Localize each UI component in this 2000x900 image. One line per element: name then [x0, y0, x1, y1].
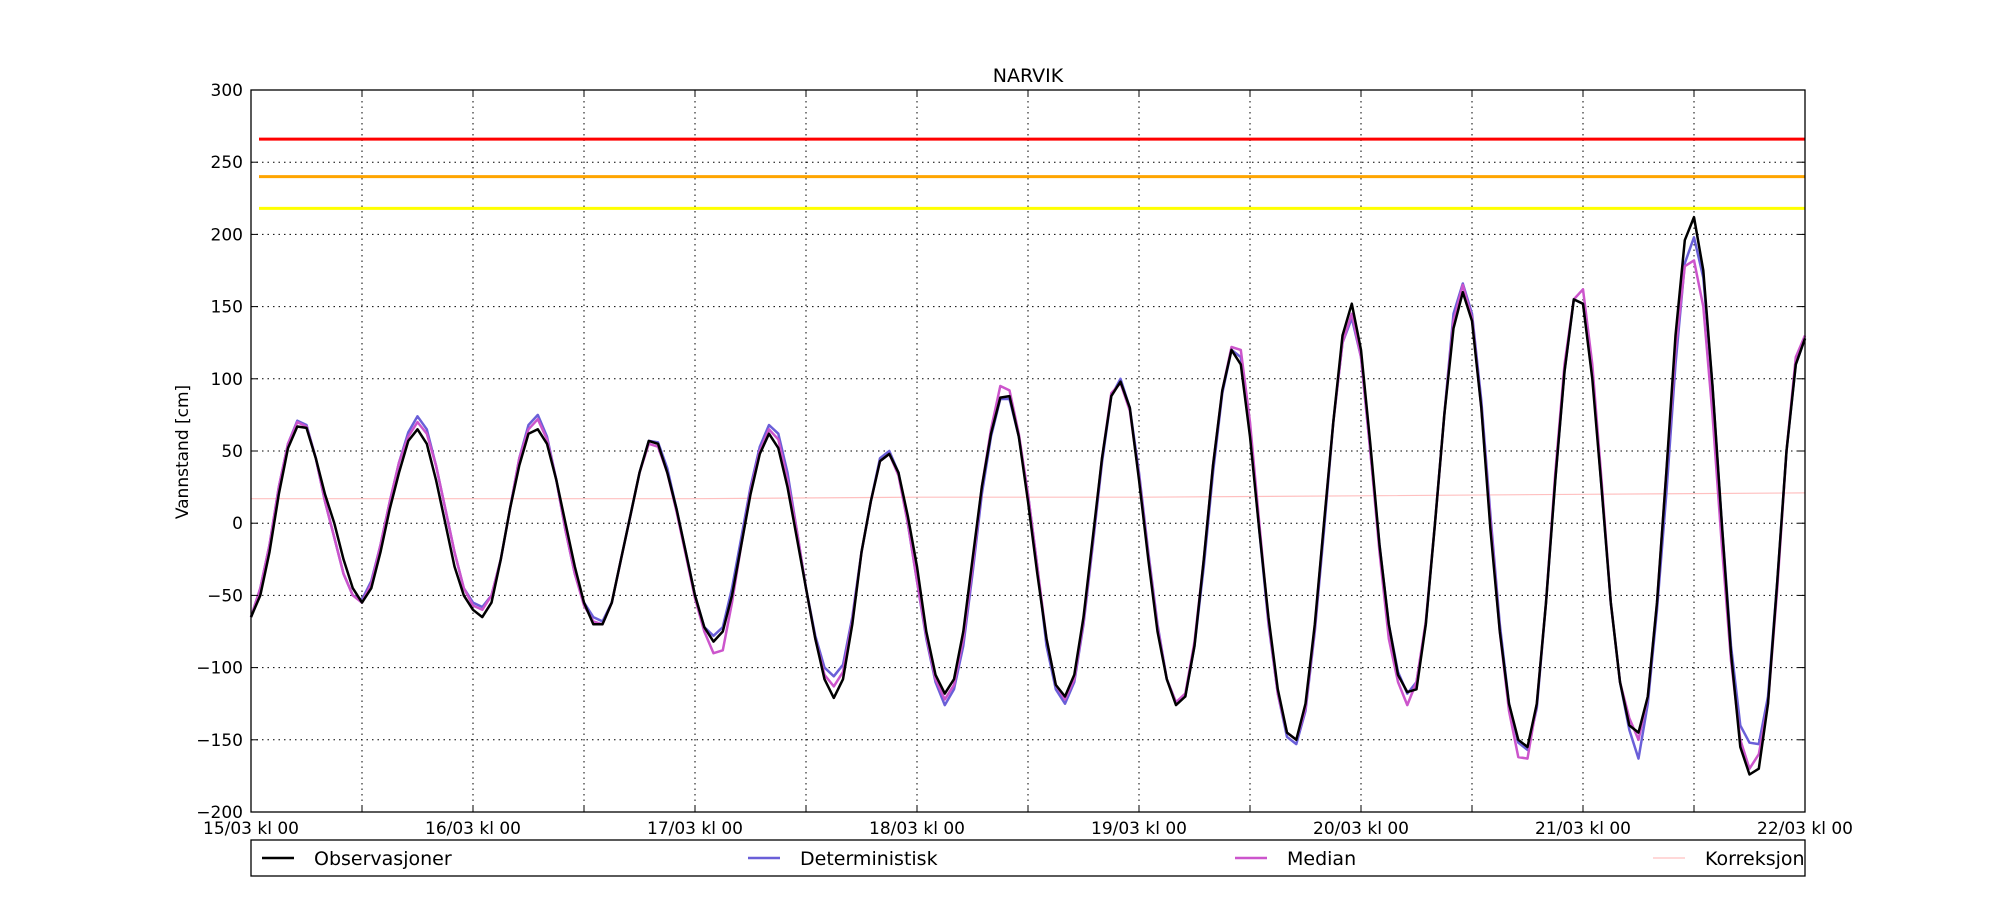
- x-tick-label: 16/03 kl 00: [425, 819, 521, 839]
- y-tick-label: −200: [196, 803, 243, 823]
- legend-label: Deterministisk: [800, 848, 938, 870]
- y-tick-label: −100: [196, 659, 243, 679]
- legend-label: Observasjoner: [314, 848, 452, 870]
- series-layer: [249, 215, 1807, 776]
- tick-layer: 15/03 kl 00 16/03 kl 00 17/03 kl 00 18/03 k…: [196, 81, 1853, 839]
- y-axis-label: Vannstand [cm]: [173, 385, 193, 519]
- y-tick-label: 200: [211, 225, 243, 245]
- y-tick-label: 0: [232, 514, 243, 534]
- x-tick-label: 15/03 kl 00: [203, 819, 299, 839]
- x-tick-label: 21/03 kl 00: [1535, 819, 1631, 839]
- x-tick-label: 19/03 kl 00: [1091, 819, 1187, 839]
- series-line-observasjoner: [249, 215, 1807, 776]
- y-tick-label: 250: [211, 153, 243, 173]
- x-tick-label: 20/03 kl 00: [1313, 819, 1409, 839]
- y-tick-label: 100: [211, 370, 243, 390]
- legend-frame: [250, 839, 1806, 877]
- x-tick-label: 18/03 kl 00: [869, 819, 965, 839]
- y-tick-label: −150: [196, 731, 243, 751]
- y-tick-label: 300: [211, 81, 243, 101]
- y-tick-label: −50: [207, 586, 243, 606]
- legend-label: Median: [1287, 848, 1356, 870]
- y-tick-label: 50: [221, 442, 243, 462]
- legend: Observasjoner Deterministisk Median Korreks…: [250, 839, 1806, 877]
- y-tick-label: 150: [211, 298, 243, 318]
- chart-title: NARVIK: [993, 65, 1064, 87]
- x-tick-label: 22/03 kl 00: [1757, 819, 1853, 839]
- legend-label: Korreksjon: [1705, 848, 1805, 870]
- x-tick-label: 17/03 kl 00: [647, 819, 743, 839]
- grid-layer: [251, 90, 1805, 812]
- threshold-layer: [259, 137, 1805, 210]
